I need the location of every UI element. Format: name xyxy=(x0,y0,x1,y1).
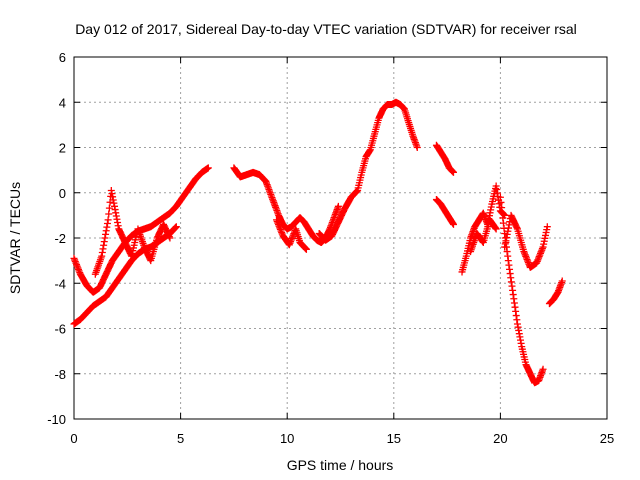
x-tick-label: 10 xyxy=(280,431,294,446)
series-trace-markers xyxy=(546,279,566,307)
series-6 xyxy=(315,186,362,244)
series-8 xyxy=(432,141,457,176)
series-trace-markers xyxy=(354,99,421,192)
series-9 xyxy=(432,196,457,228)
y-tick-label: -10 xyxy=(47,412,66,427)
x-tick-label: 25 xyxy=(600,431,614,446)
series-14 xyxy=(545,277,566,308)
series-trace-markers xyxy=(71,164,212,296)
series-7 xyxy=(354,98,421,194)
series-4 xyxy=(230,164,342,247)
x-tick-label: 20 xyxy=(493,431,507,446)
y-tick-label: 0 xyxy=(59,186,66,201)
y-tick-label: 4 xyxy=(59,95,66,110)
y-axis-label: SDTVAR / TECUs xyxy=(7,182,23,294)
y-tick-label: 2 xyxy=(59,141,66,156)
axis-ticks: 0 5 10 15 20 25 -10 -8 -6 -4 -2 0 2 4 6 xyxy=(47,50,614,446)
y-tick-label: -2 xyxy=(54,231,66,246)
y-tick-label: -6 xyxy=(54,322,66,337)
series-13 xyxy=(501,211,551,271)
x-tick-label: 0 xyxy=(70,431,77,446)
series-trace-markers xyxy=(433,196,457,227)
chart-title: Day 012 of 2017, Sidereal Day-to-day VTE… xyxy=(75,21,577,37)
y-tick-label: -4 xyxy=(54,276,66,291)
series-3 xyxy=(91,186,174,278)
series-5 xyxy=(273,216,310,253)
series-trace-markers xyxy=(316,187,361,244)
series-12 xyxy=(496,193,547,387)
series-trace-markers xyxy=(501,213,551,271)
data-series xyxy=(70,98,566,387)
series-trace-markers xyxy=(497,198,546,386)
x-tick-label: 15 xyxy=(387,431,401,446)
x-axis-label: GPS time / hours xyxy=(287,457,394,473)
y-tick-label: 6 xyxy=(59,50,66,65)
series-11 xyxy=(467,216,500,256)
series-trace-markers xyxy=(433,142,457,176)
series-trace-markers xyxy=(231,165,342,246)
x-tick-label: 5 xyxy=(177,431,184,446)
y-tick-label: -8 xyxy=(54,367,66,382)
series-1 xyxy=(70,164,212,296)
gridlines xyxy=(74,57,607,419)
series-trace-markers xyxy=(467,217,499,254)
series-trace-markers xyxy=(92,190,173,276)
series-trace-markers xyxy=(273,217,310,253)
